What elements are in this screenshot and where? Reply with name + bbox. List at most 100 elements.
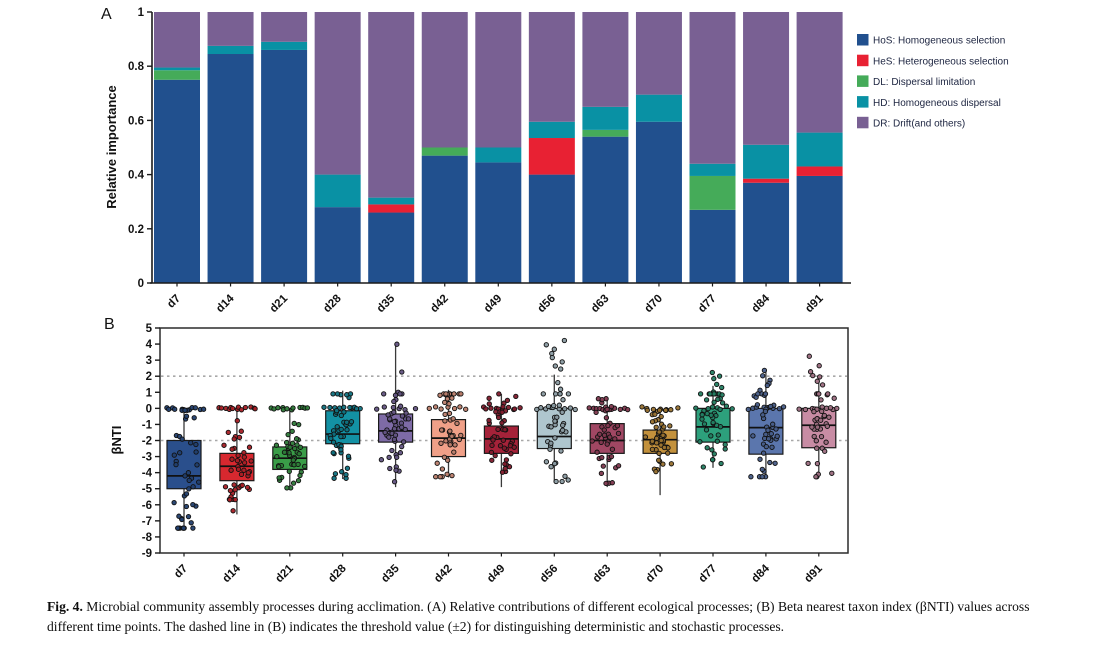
- data-point: [625, 406, 631, 413]
- data-point: [807, 369, 814, 375]
- panel-a-x-tick-label: d49: [482, 293, 505, 316]
- bar-segment: [743, 178, 790, 183]
- data-point: [382, 429, 388, 436]
- data-point: [385, 412, 391, 418]
- boxplot-d84: [745, 367, 787, 480]
- panel-b-x-tick-label: d49: [485, 563, 508, 586]
- data-point: [444, 471, 450, 477]
- panel-b-y-tick-label: 1: [146, 387, 153, 399]
- boxplot-d77: [693, 369, 735, 470]
- data-point: [334, 391, 341, 397]
- data-point: [183, 413, 190, 419]
- data-point: [598, 439, 604, 446]
- panel-a-label: A: [101, 6, 112, 23]
- data-point: [185, 513, 192, 520]
- data-point: [603, 480, 609, 487]
- data-point: [179, 436, 185, 442]
- data-point: [502, 426, 508, 433]
- data-point: [811, 408, 817, 415]
- data-point: [344, 419, 350, 425]
- data-point: [818, 397, 824, 403]
- data-point: [285, 431, 291, 438]
- data-point: [813, 438, 819, 444]
- data-point: [776, 405, 783, 412]
- panel-b-y-tick-label: -1: [142, 419, 153, 431]
- panel-a-y-tick-label: 0.4: [128, 170, 145, 182]
- data-point: [653, 435, 660, 442]
- data-point: [344, 392, 350, 398]
- panel-b-x-tick-label: d70: [644, 563, 667, 586]
- data-point: [763, 443, 769, 450]
- data-point: [559, 409, 565, 415]
- data-point: [246, 444, 253, 450]
- data-point: [718, 460, 724, 467]
- data-point: [715, 432, 721, 438]
- data-point: [562, 473, 568, 479]
- data-point: [642, 434, 649, 440]
- data-point: [723, 403, 730, 409]
- bar-segment: [743, 182, 790, 283]
- bar-segment: [635, 12, 682, 95]
- data-point: [760, 373, 766, 379]
- data-point: [699, 412, 705, 418]
- data-point: [768, 403, 774, 410]
- data-point: [188, 520, 194, 526]
- data-point: [449, 433, 455, 439]
- bar-segment: [582, 129, 629, 137]
- bar-segment: [635, 94, 682, 122]
- panel-a-x-tick-label: d77: [696, 293, 719, 316]
- data-point: [200, 406, 207, 412]
- data-point: [754, 402, 761, 408]
- panel-b-x-tick-label: d28: [326, 562, 349, 585]
- data-point: [653, 440, 660, 446]
- data-point: [499, 469, 506, 475]
- data-point: [704, 445, 710, 451]
- data-point: [556, 402, 562, 408]
- data-point: [192, 405, 198, 411]
- data-point: [548, 440, 554, 446]
- data-point: [442, 399, 448, 406]
- data-point: [661, 424, 667, 430]
- bar-segment: [635, 121, 682, 283]
- data-point: [599, 396, 605, 403]
- data-point: [451, 391, 457, 397]
- panel-a-y-tick-label: 0: [138, 278, 144, 290]
- bar-segment: [368, 212, 415, 283]
- data-point: [344, 465, 351, 471]
- data-point: [274, 453, 280, 460]
- data-point: [722, 441, 728, 448]
- data-point: [196, 479, 202, 485]
- data-point: [762, 408, 769, 415]
- data-point: [608, 403, 615, 410]
- panel-b-y-tick-label: -3: [142, 452, 152, 464]
- data-point: [289, 428, 295, 434]
- panel-b-x-tick-label: d14: [221, 562, 244, 585]
- data-point: [347, 404, 353, 411]
- data-point: [450, 416, 456, 422]
- bar-segment: [261, 12, 308, 42]
- panel-a-x-tick-label: d56: [535, 293, 558, 316]
- data-point: [649, 438, 655, 444]
- panel-b-y-tick-label: 2: [146, 371, 152, 383]
- data-point: [239, 482, 245, 488]
- data-point: [495, 414, 502, 421]
- bar-segment: [528, 138, 575, 175]
- data-point: [809, 424, 815, 430]
- panel-b-y-axis-title: βNTI: [109, 426, 124, 455]
- data-point: [229, 446, 235, 452]
- data-point: [230, 508, 236, 514]
- bar-segment: [368, 204, 415, 213]
- data-point: [816, 391, 822, 397]
- data-point: [222, 484, 229, 490]
- panel-b-x-tick-label: d63: [591, 563, 614, 586]
- data-point: [594, 449, 600, 455]
- data-point: [341, 404, 347, 410]
- data-point: [437, 392, 443, 398]
- data-point: [500, 437, 506, 443]
- panel-a-x-tick-label: d28: [321, 292, 344, 315]
- data-point: [715, 396, 721, 402]
- data-point: [545, 403, 552, 410]
- data-point: [188, 440, 194, 446]
- figure-caption-text: Microbial community assembly processes d…: [47, 599, 1030, 635]
- data-point: [764, 382, 770, 389]
